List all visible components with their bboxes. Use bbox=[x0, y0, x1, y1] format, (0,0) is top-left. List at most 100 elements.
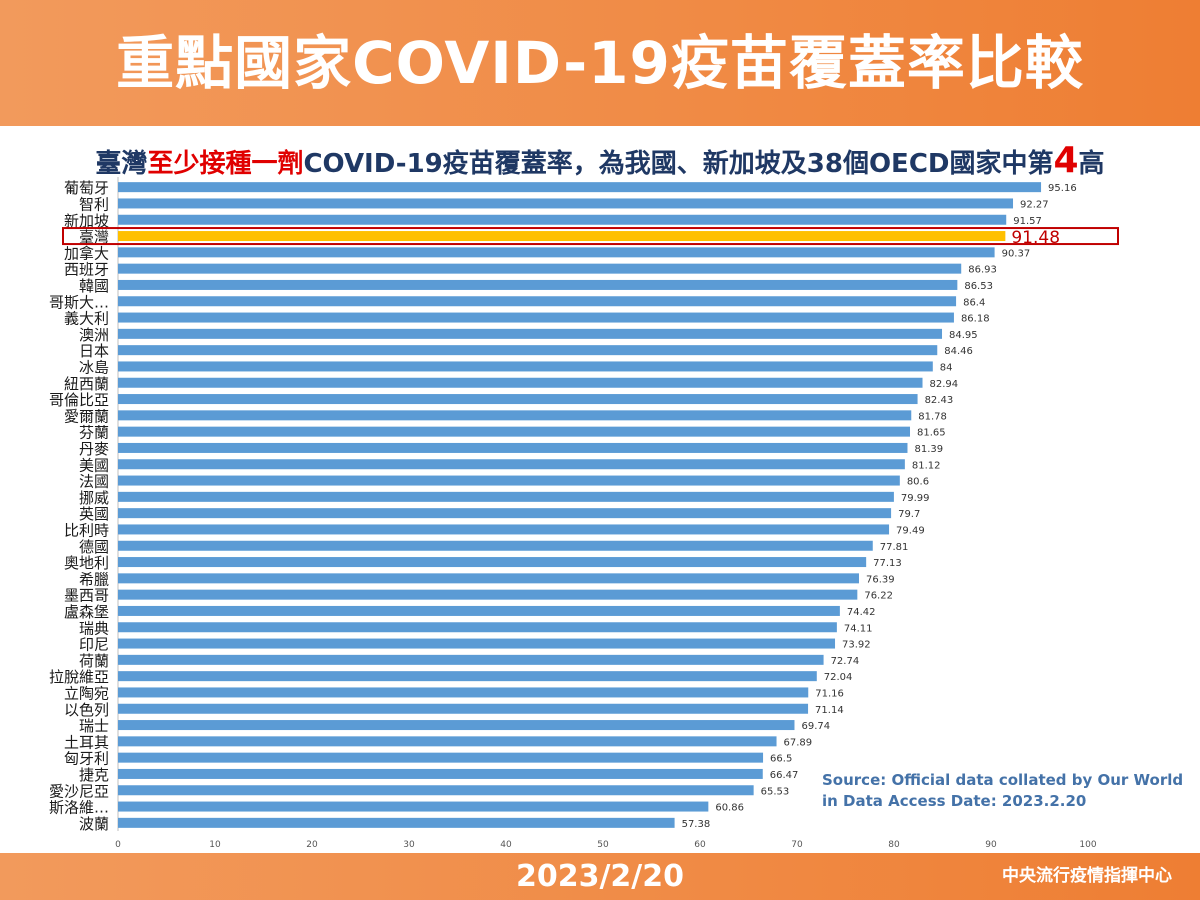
bar-22 bbox=[118, 540, 873, 551]
category-label-2: 新加坡 bbox=[64, 212, 109, 230]
value-label-15: 81.65 bbox=[917, 428, 946, 439]
bar-28 bbox=[118, 638, 836, 649]
value-label-12: 82.94 bbox=[930, 379, 959, 390]
category-label-1: 智利 bbox=[79, 195, 109, 213]
category-label-35: 匈牙利 bbox=[64, 750, 109, 768]
bar-chart: 葡萄牙 95.16 智利 92.27 新加坡 91.57 臺灣 91.48 加拿大 90.37 西班… bbox=[49, 177, 1119, 850]
category-label-39: 波蘭 bbox=[79, 815, 109, 833]
value-label-4: 90.37 bbox=[1002, 248, 1031, 259]
category-label-3: 臺灣 bbox=[79, 228, 109, 246]
value-label-5: 86.93 bbox=[968, 265, 997, 276]
bar-3 bbox=[118, 231, 1006, 242]
category-label-25: 墨西哥 bbox=[64, 587, 109, 605]
value-label-28: 73.92 bbox=[842, 640, 871, 651]
bar-6 bbox=[118, 279, 958, 290]
bar-12 bbox=[118, 377, 923, 388]
bar-14 bbox=[118, 410, 912, 421]
x-tick-label-7: 70 bbox=[791, 840, 803, 850]
highlight-box bbox=[62, 227, 1119, 246]
value-label-10: 84.46 bbox=[944, 346, 973, 357]
value-label-8: 86.18 bbox=[961, 314, 990, 325]
bar-23 bbox=[118, 557, 867, 568]
bar-5 bbox=[118, 263, 962, 274]
value-label-3: 91.48 bbox=[1011, 228, 1060, 248]
value-label-2: 91.57 bbox=[1013, 216, 1042, 227]
category-label-11: 冰島 bbox=[79, 358, 109, 376]
value-label-11: 84 bbox=[940, 362, 953, 373]
bar-32 bbox=[118, 703, 809, 714]
category-label-33: 瑞士 bbox=[79, 717, 109, 735]
category-label-22: 德國 bbox=[79, 538, 109, 556]
value-label-20: 79.7 bbox=[898, 509, 920, 520]
value-label-22: 77.81 bbox=[880, 542, 909, 553]
bar-33 bbox=[118, 720, 795, 731]
value-label-7: 86.4 bbox=[963, 297, 985, 308]
value-label-33: 69.74 bbox=[801, 721, 830, 732]
value-label-23: 77.13 bbox=[873, 558, 902, 569]
category-label-34: 土耳其 bbox=[64, 733, 109, 751]
category-label-10: 日本 bbox=[79, 342, 109, 360]
subtitle-rank: 4 bbox=[1053, 140, 1079, 181]
value-label-37: 65.53 bbox=[761, 786, 790, 797]
category-label-32: 以色列 bbox=[64, 701, 109, 719]
category-label-20: 英國 bbox=[79, 505, 109, 523]
value-label-34: 67.89 bbox=[784, 737, 813, 748]
bar-27 bbox=[118, 622, 837, 633]
category-label-27: 瑞典 bbox=[79, 619, 109, 637]
bar-7 bbox=[118, 296, 957, 307]
value-label-25: 76.22 bbox=[864, 591, 893, 602]
bar-30 bbox=[118, 671, 817, 682]
chart-subtitle: 臺灣至少接種一劑COVID-19疫苗覆蓋率，為我國、新加坡及38個OECD國家中… bbox=[0, 140, 1200, 181]
value-label-24: 76.39 bbox=[866, 574, 895, 585]
value-label-27: 74.11 bbox=[844, 623, 873, 634]
category-label-5: 西班牙 bbox=[64, 261, 109, 279]
x-tick-label-9: 90 bbox=[985, 840, 997, 850]
value-label-14: 81.78 bbox=[918, 411, 947, 422]
category-label-4: 加拿大 bbox=[64, 244, 109, 262]
bar-10 bbox=[118, 345, 938, 356]
source-note: Source: Official data collated by Our Wo… bbox=[822, 771, 1184, 810]
footer-date: 2023/2/20 bbox=[515, 859, 685, 894]
value-label-31: 71.16 bbox=[815, 688, 844, 699]
bar-19 bbox=[118, 491, 894, 502]
value-label-30: 72.04 bbox=[824, 672, 853, 683]
bar-15 bbox=[118, 426, 911, 437]
category-label-29: 荷蘭 bbox=[79, 652, 109, 670]
x-tick-label-5: 50 bbox=[597, 840, 609, 850]
value-label-35: 66.5 bbox=[770, 754, 792, 765]
value-label-18: 80.6 bbox=[907, 477, 929, 488]
x-tick-label-8: 80 bbox=[888, 840, 900, 850]
value-label-39: 57.38 bbox=[682, 819, 711, 830]
x-tick-label-10: 100 bbox=[1079, 840, 1096, 850]
category-label-8: 義大利 bbox=[64, 310, 109, 328]
bar-21 bbox=[118, 524, 890, 535]
x-tick-label-1: 10 bbox=[209, 840, 221, 850]
category-label-30: 拉脫維亞 bbox=[49, 668, 109, 686]
category-label-0: 葡萄牙 bbox=[64, 179, 109, 197]
category-label-28: 印尼 bbox=[79, 636, 109, 654]
category-label-23: 奧地利 bbox=[64, 554, 109, 572]
bar-39 bbox=[118, 817, 675, 828]
x-tick-label-4: 40 bbox=[500, 840, 512, 850]
bar-31 bbox=[118, 687, 809, 698]
bar-25 bbox=[118, 589, 858, 600]
category-label-15: 芬蘭 bbox=[79, 424, 109, 442]
value-label-6: 86.53 bbox=[964, 281, 993, 292]
value-label-38: 60.86 bbox=[715, 803, 744, 814]
category-label-26: 盧森堡 bbox=[64, 603, 109, 621]
value-label-21: 79.49 bbox=[896, 525, 925, 536]
category-label-31: 立陶宛 bbox=[64, 684, 109, 702]
bar-11 bbox=[118, 361, 933, 372]
category-label-13: 哥倫比亞 bbox=[49, 391, 109, 409]
value-label-9: 84.95 bbox=[949, 330, 978, 341]
bar-26 bbox=[118, 605, 840, 616]
category-label-19: 挪威 bbox=[79, 489, 109, 507]
bar-13 bbox=[118, 394, 918, 405]
bar-36 bbox=[118, 768, 763, 779]
value-label-16: 81.39 bbox=[914, 444, 943, 455]
bar-38 bbox=[118, 801, 709, 812]
footer-banner: 2023/2/20 中央流行疫情指揮中心 bbox=[0, 853, 1200, 900]
page-title: 重點國家COVID-19疫苗覆蓋率比較 bbox=[116, 29, 1084, 97]
category-label-36: 捷克 bbox=[79, 766, 109, 784]
category-label-38: 斯洛維… bbox=[49, 799, 109, 817]
